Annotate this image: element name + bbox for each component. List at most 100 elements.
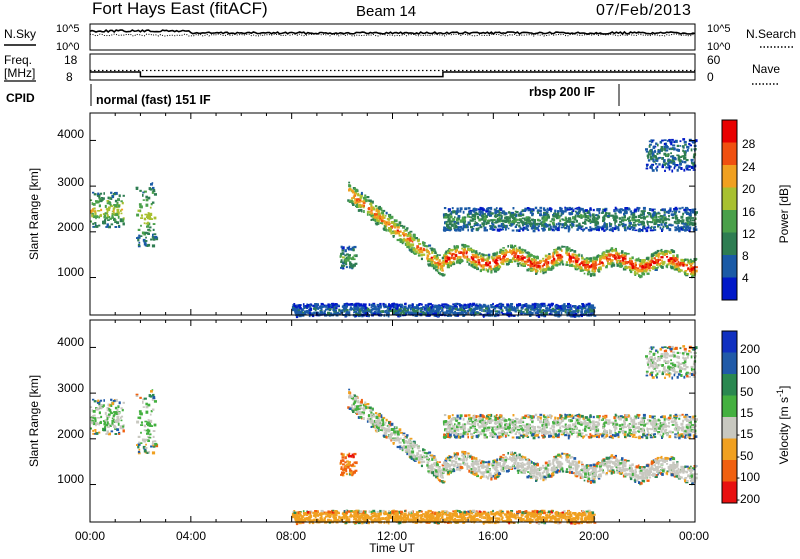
power-cell: [524, 208, 527, 211]
noise-sky-label: N.Sky: [4, 27, 36, 41]
power-cell: [443, 213, 445, 216]
velocity-cell: [154, 443, 157, 446]
power-cell: [571, 249, 573, 251]
power-cell: [406, 227, 408, 229]
velocity-cell: [436, 466, 439, 468]
power-cell: [562, 223, 564, 226]
power-cell: [455, 308, 458, 310]
power-cell: [463, 225, 466, 228]
power-cell: [528, 268, 530, 270]
power-cell: [621, 223, 623, 225]
velocity-cell: [115, 420, 118, 423]
power-colorbar-swatch: [722, 120, 737, 143]
power-cell: [377, 304, 380, 306]
power-cell: [93, 203, 96, 206]
power-cell: [354, 308, 356, 310]
power-cell: [387, 307, 389, 309]
velocity-cell: [375, 412, 377, 414]
power-cell: [504, 212, 507, 215]
power-cell: [479, 224, 481, 226]
power-cell: [684, 272, 686, 275]
power-cell: [570, 312, 573, 314]
power-cell: [509, 249, 511, 252]
power-cell: [363, 205, 365, 208]
power-cell: [105, 226, 108, 228]
power-cell: [466, 252, 468, 254]
power-cell: [452, 207, 454, 209]
power-cell: [142, 232, 145, 235]
power-cell: [568, 207, 571, 209]
power-cell: [614, 222, 616, 225]
power-cell: [550, 221, 552, 223]
power-cell: [514, 245, 516, 247]
power-cell: [545, 223, 547, 225]
velocity-cell: [349, 468, 351, 471]
power-cell: [365, 199, 367, 202]
power-cell: [481, 309, 483, 312]
power-cell: [386, 309, 388, 311]
power-cell: [413, 235, 415, 237]
power-cell: [456, 258, 458, 260]
power-cell: [557, 247, 560, 250]
power-cell: [536, 303, 538, 306]
power-cell: [526, 307, 528, 309]
power-cell: [501, 223, 503, 226]
power-cell: [616, 226, 619, 229]
power-cell: [108, 201, 110, 203]
noise-trace: [90, 30, 695, 36]
power-cell: [299, 305, 301, 307]
power-colorbar-swatch: [722, 143, 737, 166]
power-cell: [558, 216, 560, 219]
power-cell: [679, 163, 682, 166]
power-cell: [678, 228, 680, 230]
power-cell: [376, 219, 378, 222]
cpid-mode-1: normal (fast) 151 IF: [96, 93, 211, 107]
power-cell: [646, 164, 649, 166]
power-cell: [340, 255, 342, 257]
power-cell: [371, 219, 373, 221]
power-cell: [510, 306, 513, 308]
power-cell: [603, 252, 605, 255]
power-cell: [425, 309, 428, 311]
power-cell: [101, 197, 103, 199]
power-cell: [598, 271, 600, 273]
power-colorbar-swatch: [722, 278, 737, 301]
power-cell: [675, 259, 677, 261]
power-cell: [115, 219, 117, 222]
power-cell: [499, 251, 502, 253]
power-cell: [359, 209, 362, 211]
power-cell: [547, 257, 549, 259]
velocity-cell: [103, 429, 106, 432]
power-cell: [329, 308, 332, 310]
power-cell: [315, 305, 318, 307]
power-cell: [531, 223, 533, 225]
velocity-cell: [400, 448, 402, 450]
power-cell: [97, 193, 99, 195]
power-cell: [601, 261, 603, 263]
power-cell: [593, 257, 596, 259]
power-cell: [356, 198, 359, 201]
power-cell: [646, 168, 649, 170]
power-cell: [534, 228, 536, 230]
velocity-cell: [108, 414, 111, 416]
power-cell: [364, 197, 367, 199]
power-cell: [498, 213, 500, 215]
power-cell: [567, 220, 569, 222]
power-cell: [392, 235, 395, 237]
power-cell: [572, 253, 575, 256]
power-cell: [504, 306, 506, 308]
power-cell: [482, 267, 484, 270]
power-cell: [603, 229, 605, 232]
power-cell: [654, 229, 656, 231]
power-cell: [444, 207, 446, 209]
power-cell: [580, 214, 583, 217]
power-cell: [660, 141, 663, 144]
power-cell: [645, 228, 647, 230]
power-cell: [655, 158, 658, 160]
power-cell: [495, 260, 497, 262]
power-cell: [149, 187, 151, 190]
velocity-cell: [149, 433, 151, 435]
power-cell: [581, 225, 583, 227]
power-cell: [464, 222, 466, 225]
power-cell: [655, 167, 657, 169]
